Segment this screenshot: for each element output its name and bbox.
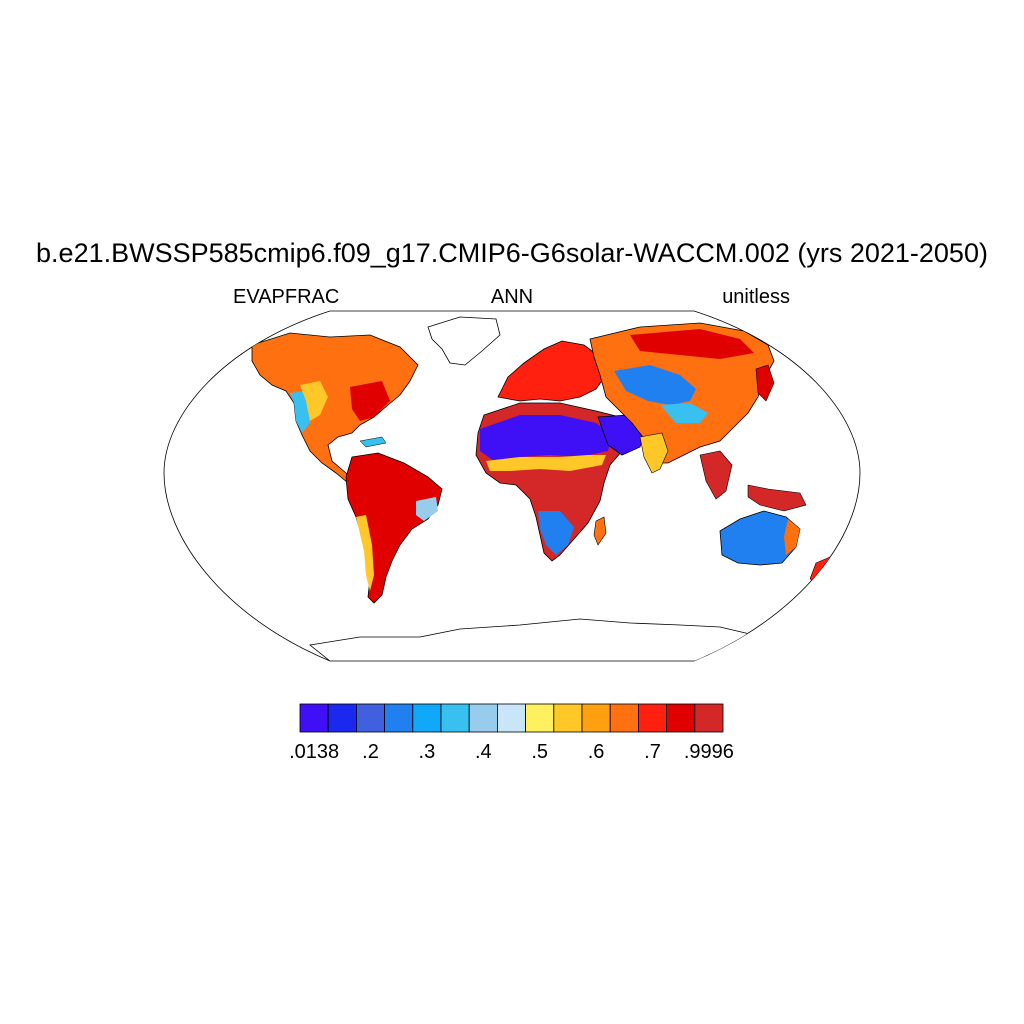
indonesia-region [747,484,807,512]
colorbar-boxes [299,703,724,733]
japan-region [755,364,775,402]
south-america-east-blue [416,497,438,521]
south-america-dry-coast [356,515,374,591]
colorbar-tick-label: .2 [362,741,379,763]
colorbar-box [666,703,696,733]
colorbar-tick-label: .7 [644,741,661,763]
siberia-wet [630,329,754,359]
colorbar-box [694,703,724,733]
southeast-asia-region [699,450,733,500]
colorbar-box [581,703,611,733]
colorbar-box [609,703,639,733]
australia-east-wet [784,519,800,555]
colorbar-tick-label: .4 [475,741,492,763]
central-asia-dry [614,365,696,405]
tibet-plateau [660,403,708,423]
units-label: unitless [722,286,790,308]
colorbar-box [412,703,442,733]
india-region [639,432,669,474]
colorbar-labels: .0138 .2 .3 .4 .5 .6 .7 .9996 [289,741,734,763]
north-america-region [251,332,419,484]
plot-title: b.e21.BWSSP585cmip6.f09_g17.CMIP6-G6sola… [36,238,988,268]
variable-label: EVAPFRAC [233,286,340,308]
colorbar-box [637,703,667,733]
colorbar-box [525,703,555,733]
greenland-outline [427,316,501,366]
season-label: ANN [490,286,534,308]
colorbar-box [384,703,414,733]
colorbar-box [299,703,329,733]
colorbar-tick-label: .5 [531,741,548,763]
colorbar-box [496,703,526,733]
colorbar-box [468,703,498,733]
colorbar-tick-label: .0138 [289,741,339,763]
colorbar-box [356,703,386,733]
colorbar-tick-label: .3 [419,741,436,763]
world-map [163,310,861,662]
colorbar-box [553,703,583,733]
north-america-east [350,381,390,421]
colorbar-tick-label: .9996 [684,741,734,763]
madagascar-region [593,516,607,546]
sahara-dry [480,415,612,461]
colorbar: .0138 .2 .3 .4 .5 .6 .7 .9996 [289,703,734,763]
north-america-southwest [300,381,328,421]
sahel-transition [486,455,606,471]
colorbar-box [327,703,357,733]
caribbean-islands [359,436,387,448]
colorbar-box [440,703,470,733]
colorbar-tick-label: .6 [588,741,605,763]
southern-africa-dry [538,511,574,555]
